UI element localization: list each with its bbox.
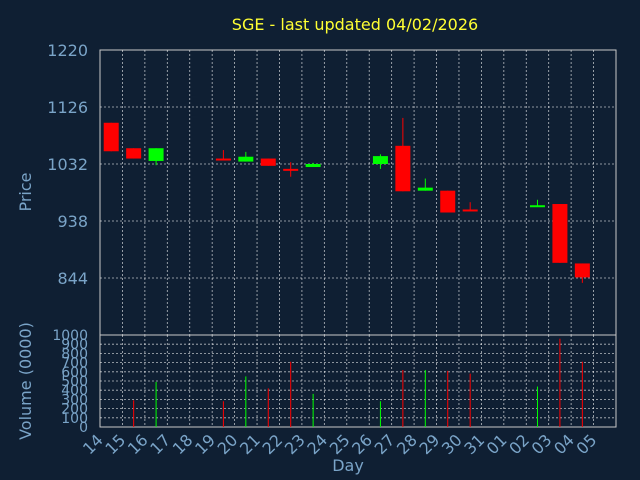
price-tick-label: 1032 bbox=[47, 155, 88, 174]
price-tick-label: 1220 bbox=[47, 41, 88, 60]
price-tick-label: 844 bbox=[57, 269, 88, 288]
volume-axis-label: Volume (0000) bbox=[16, 322, 35, 440]
price-y-ticks: 1220 1126 1032 938 844 bbox=[47, 41, 88, 288]
candle-body bbox=[529, 205, 545, 208]
candle-body bbox=[260, 158, 276, 166]
volume-tick-label: 700 bbox=[61, 356, 88, 372]
volume-tick-label: 1000 bbox=[52, 328, 88, 344]
volume-tick-label: 800 bbox=[61, 346, 88, 362]
candle-body bbox=[552, 204, 568, 263]
price-axis-label: Price bbox=[16, 172, 35, 211]
candle-body bbox=[395, 145, 411, 192]
chart-title: SGE - last updated 04/02/2026 bbox=[232, 15, 478, 34]
candle-body bbox=[148, 148, 164, 161]
candles bbox=[103, 117, 590, 283]
volume-tick-label: 600 bbox=[61, 365, 88, 381]
x-ticks: 1415161718192021222324252627282930310102… bbox=[79, 430, 600, 458]
candle-body bbox=[440, 190, 456, 213]
candle-body bbox=[462, 209, 478, 212]
volume-tick-label: 500 bbox=[61, 374, 88, 390]
volume-grid bbox=[100, 335, 616, 427]
volume-tick-label: 100 bbox=[61, 411, 88, 427]
candle-body bbox=[283, 168, 299, 171]
candle-body bbox=[305, 164, 321, 168]
candle-body bbox=[372, 156, 388, 164]
price-tick-label: 1126 bbox=[47, 98, 88, 117]
candle-body bbox=[215, 158, 231, 161]
price-grid bbox=[100, 50, 616, 335]
volume-tick-label: 0 bbox=[79, 420, 88, 436]
price-panel: 1220 1126 1032 938 844 Price bbox=[16, 41, 617, 336]
volume-tick-label: 400 bbox=[61, 383, 88, 399]
candle-body bbox=[417, 187, 433, 191]
price-tick-label: 938 bbox=[57, 212, 88, 231]
x-axis-label: Day bbox=[332, 456, 364, 475]
volume-bars bbox=[133, 338, 583, 427]
volume-tick-label: 300 bbox=[61, 392, 88, 408]
candle-body bbox=[238, 156, 254, 162]
candle-body bbox=[574, 263, 590, 278]
candle-body bbox=[126, 148, 142, 159]
volume-tick-label: 200 bbox=[61, 402, 88, 418]
candle-body bbox=[103, 122, 119, 152]
volume-tick-label: 900 bbox=[61, 337, 88, 353]
